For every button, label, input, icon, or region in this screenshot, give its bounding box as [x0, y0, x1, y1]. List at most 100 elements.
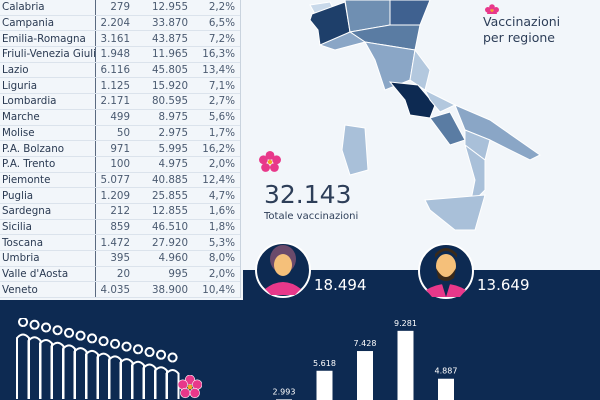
total-vaccinations-label: Totale vaccinazioni [264, 211, 359, 222]
total-vaccinations: 32.143 [264, 180, 352, 209]
person-silhouette [50, 325, 65, 399]
cell-value-2: 80.595 [151, 95, 188, 108]
cell-value-1: 3.161 [100, 32, 130, 45]
table-row: Lombardia 2.171 80.595 2,7% [0, 94, 240, 110]
region-name: P.A. Bolzano [0, 141, 96, 156]
cell-value-1: 50 [116, 126, 130, 139]
map-title-line2: per regione [483, 30, 555, 45]
cell-percent: 6,5% [208, 17, 235, 30]
table-row: Umbria 395 4.960 8,0% [0, 251, 240, 267]
table-row: Emilia-Romagna 3.161 43.875 7,2% [0, 31, 240, 48]
cell-value-2: 5.995 [158, 142, 188, 155]
cell-value-1: 6.116 [100, 64, 130, 77]
bar-label: 4.887 [435, 367, 458, 376]
table-row: Campania 2.204 33.870 6,5% [0, 15, 240, 32]
cell-value-1: 279 [110, 1, 130, 14]
table-row: Molise 50 2.975 1,7% [0, 125, 240, 142]
table-row: P.A. Bolzano 971 5.995 16,2% [0, 141, 240, 157]
person-silhouette [62, 327, 76, 399]
region-name: Puglia [0, 188, 96, 203]
region-sicilia [424, 194, 486, 231]
women-count: 18.494 [314, 276, 367, 294]
cell-value-1: 212 [110, 205, 130, 218]
flower-icon [259, 151, 281, 172]
table-row: Marche 499 8.975 5,6% [0, 109, 240, 126]
cell-value-2: 11.965 [151, 48, 188, 61]
men-count: 13.649 [477, 276, 530, 294]
cell-value-2: 12.955 [151, 1, 188, 14]
cell-value-1: 1.209 [100, 189, 130, 202]
cell-value-2: 27.920 [151, 236, 188, 249]
cell-value-1: 4.035 [100, 283, 130, 296]
cell-value-2: 45.805 [151, 64, 188, 77]
region-name: Marche [0, 109, 96, 125]
cell-value-2: 46.510 [151, 220, 188, 233]
cell-value-1: 1.125 [100, 79, 130, 92]
region-name: Emilia-Romagna [0, 31, 96, 47]
cell-value-1: 2.171 [100, 95, 130, 108]
cell-percent: 1,8% [208, 220, 235, 233]
person-silhouette [165, 352, 180, 399]
map-title-line1: Vaccinazioni [483, 14, 561, 29]
bar-label: 2.993 [273, 387, 296, 396]
person-silhouette [16, 318, 30, 399]
bottom-band [0, 300, 600, 400]
flower-icon [178, 375, 202, 399]
cell-value-1: 2.204 [100, 17, 130, 30]
table-row: Sicilia 859 46.510 1,8% [0, 219, 240, 236]
table-row: Toscana 1.472 27.920 5,3% [0, 235, 240, 251]
table-row: Piemonte 5.077 40.885 12,4% [0, 172, 240, 189]
table-row: Valle d'Aosta 20 995 2,0% [0, 266, 240, 283]
region-name: Umbria [0, 251, 96, 266]
cell-value-1: 499 [110, 111, 130, 124]
cell-percent: 2,2% [208, 1, 235, 14]
cell-value-1: 1.472 [100, 236, 130, 249]
cell-percent: 12,4% [202, 173, 235, 186]
woman-avatar-icon [255, 242, 311, 298]
person-silhouettes [16, 318, 180, 399]
cell-value-2: 15.920 [151, 79, 188, 92]
region-veneto [389, 0, 431, 26]
man-avatar-icon [418, 243, 474, 299]
person-silhouette [119, 341, 134, 399]
person-silhouette [108, 338, 122, 399]
region-name: Lombardia [0, 94, 96, 109]
table-row: Veneto 4.035 38.900 10,4% [0, 282, 240, 299]
region-name: Sicilia [0, 219, 96, 235]
cell-percent: 7,1% [208, 79, 235, 92]
region-name: Veneto [0, 282, 96, 298]
italy-map [309, 0, 541, 231]
cell-percent: 5,6% [208, 111, 235, 124]
cell-percent: 5,3% [208, 236, 235, 249]
person-silhouette [85, 333, 99, 399]
person-silhouette [131, 344, 145, 399]
person-silhouette [96, 336, 111, 399]
region-abruzzo [423, 88, 457, 113]
cell-percent: 8,0% [208, 252, 235, 265]
person-silhouette [154, 349, 168, 399]
table-row: Friuli-Venezia Giulia 1.948 11.965 16,3% [0, 47, 240, 63]
region-name: Piemonte [0, 172, 96, 188]
person-silhouette [73, 330, 88, 399]
cell-value-1: 859 [110, 220, 130, 233]
region-name: Molise [0, 125, 96, 141]
cell-value-2: 4.975 [158, 158, 188, 171]
bar [357, 351, 373, 400]
cell-value-2: 995 [168, 268, 188, 281]
cell-value-2: 12.855 [151, 205, 188, 218]
table-row: Liguria 1.125 15.920 7,1% [0, 78, 240, 95]
cell-percent: 7,2% [208, 32, 235, 45]
cell-percent: 2,0% [208, 158, 235, 171]
bar-label: 5.618 [313, 359, 336, 368]
cell-value-2: 2.975 [158, 126, 188, 139]
bar [438, 378, 454, 400]
cell-percent: 2,7% [208, 95, 235, 108]
person-silhouette [142, 347, 157, 399]
region-name: P.A. Trento [0, 156, 96, 172]
cell-value-1: 971 [110, 142, 130, 155]
bar [316, 370, 333, 400]
region-name: Valle d'Aosta [0, 266, 96, 282]
cell-value-1: 395 [110, 252, 130, 265]
table-row: Calabria 279 12.955 2,2% [0, 0, 240, 16]
table-row: Puglia 1.209 25.855 4,7% [0, 188, 240, 204]
